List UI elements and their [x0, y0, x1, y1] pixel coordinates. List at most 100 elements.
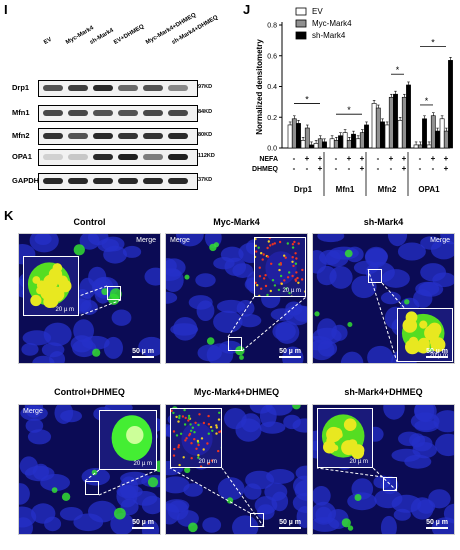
zoom-region-box	[250, 513, 264, 527]
zoom-region-box	[107, 286, 121, 300]
merge-label: Merge	[136, 237, 156, 244]
group-label: Mfn1	[336, 185, 355, 194]
blot-kd-label: 80KD	[198, 132, 213, 138]
blot-protein-label: OPA1	[12, 152, 32, 161]
bar	[417, 144, 423, 149]
blot-band	[68, 178, 88, 184]
blot-band	[43, 110, 63, 116]
group-label: OPA1	[418, 185, 440, 194]
condition-sign: -	[377, 154, 380, 163]
blot-band	[143, 154, 163, 160]
condition-sign: +	[347, 154, 352, 163]
blot-protein-label: Mfn2	[12, 131, 30, 140]
bar	[300, 140, 306, 149]
blot-band	[93, 133, 113, 139]
zoom-region-box	[228, 337, 242, 351]
scale-label: 50 µ m	[426, 348, 448, 355]
zoom-inset: 20 µ m	[99, 410, 157, 470]
densitometry-chart: 0.0 0.2 0.4 0.6 0.8 Normalized densitometry EV…	[252, 7, 453, 196]
blot-band	[93, 178, 113, 184]
blot-band	[118, 85, 138, 91]
legend-label: EV	[312, 7, 323, 16]
condition-sign: +	[402, 154, 407, 163]
blot-band	[43, 133, 63, 139]
scale-bar	[426, 356, 448, 358]
blot-band	[68, 133, 88, 139]
bar	[346, 140, 352, 149]
bar	[364, 124, 369, 149]
bar	[384, 124, 390, 149]
bar	[355, 138, 361, 149]
bar	[317, 138, 323, 149]
y-tick-label: 0.8	[267, 23, 277, 30]
scale-bar	[279, 356, 301, 358]
fluorescence-panel-title: sh-Mark4+DHMEQ	[344, 387, 423, 397]
blot-band	[68, 85, 88, 91]
scale-bar	[426, 527, 448, 529]
blot-band	[168, 85, 188, 91]
inset-scale-label: 20 µ m	[133, 461, 152, 467]
blot-band	[93, 85, 113, 91]
blot-strip	[38, 80, 198, 97]
bar	[313, 143, 319, 149]
blot-kd-label: 37KD	[198, 177, 213, 183]
condition-sign: -	[390, 164, 393, 173]
blot-band	[118, 133, 138, 139]
merge-label: Merge	[170, 237, 190, 244]
inset-scale-label: 20 µ m	[349, 459, 368, 465]
zoom-connector	[84, 469, 158, 496]
blot-band	[168, 133, 188, 139]
merge-label: Merge	[430, 237, 450, 244]
blot-band	[143, 110, 163, 116]
bar	[338, 135, 343, 149]
bar	[406, 84, 411, 149]
significance-star: *	[347, 105, 351, 115]
legend-swatch	[295, 19, 307, 28]
condition-sign: +	[305, 154, 310, 163]
bar	[342, 132, 348, 149]
blot-band	[143, 85, 163, 91]
condition-sign: +	[431, 154, 436, 163]
scale-bar	[132, 356, 154, 358]
bar	[333, 140, 339, 149]
condition-sign: +	[402, 164, 407, 173]
condition-sign: +	[389, 154, 394, 163]
panel-i-label: I	[4, 2, 8, 17]
zoom-connector	[367, 268, 454, 363]
blot-band	[43, 85, 63, 91]
bar	[359, 132, 365, 149]
significance-star: *	[425, 96, 429, 106]
y-axis-title: Normalized densitometry	[255, 39, 264, 135]
condition-sign: -	[293, 154, 296, 163]
group-label: Mfn2	[378, 185, 397, 194]
scale-label: 50 µ m	[132, 348, 154, 355]
bar	[435, 130, 440, 149]
condition-sign: -	[419, 164, 422, 173]
blot-band	[168, 178, 188, 184]
condition-label: NEFA	[259, 156, 278, 163]
legend-swatch	[295, 7, 307, 16]
significance-star: *	[431, 38, 435, 48]
zoom-connector	[316, 467, 398, 492]
blot-band	[93, 154, 113, 160]
bar	[413, 144, 419, 149]
y-tick-label: 0.0	[267, 146, 277, 153]
scale-bar	[132, 527, 154, 529]
scale-label: 50 µ m	[279, 519, 301, 526]
bar	[397, 120, 403, 149]
zoom-connector	[169, 467, 265, 528]
legend-label: Myc-Mark4	[312, 19, 352, 28]
scale-label: 50 µ m	[426, 519, 448, 526]
fluorescence-panel-title: sh-Mark4	[363, 217, 404, 227]
blot-band	[168, 154, 188, 160]
bar	[393, 93, 398, 149]
bar	[426, 144, 432, 149]
blot-band	[118, 178, 138, 184]
condition-sign: +	[360, 154, 365, 163]
bar	[430, 115, 436, 149]
